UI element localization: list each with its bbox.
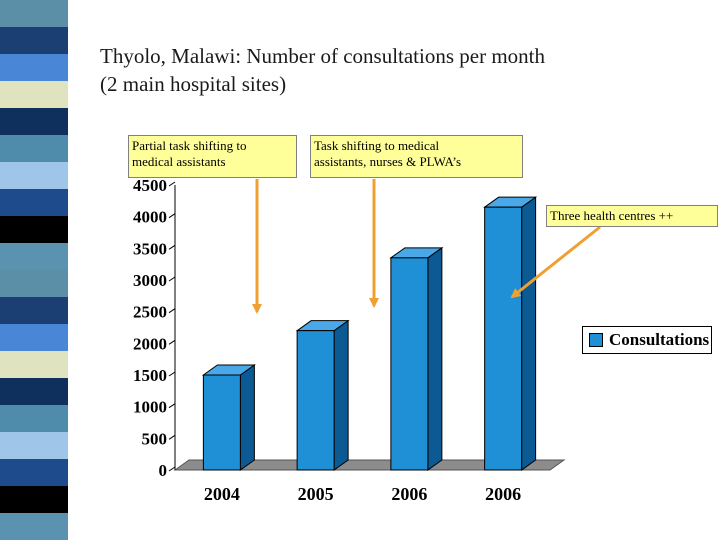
y-tick-label: 3500: [133, 239, 167, 258]
bar-front: [484, 206, 523, 471]
bar-2005: [295, 319, 350, 471]
bar-2006: [483, 196, 538, 471]
bar-front: [202, 374, 241, 471]
bar-side: [333, 319, 349, 471]
y-tick: [168, 213, 176, 219]
stripe-block: [0, 270, 68, 298]
chart-legend: Consultations: [582, 326, 712, 354]
y-tick-label: 1500: [133, 366, 167, 385]
stripe-block: [0, 405, 68, 433]
stripe-block: [0, 81, 68, 109]
y-tick-label: 2500: [133, 303, 167, 322]
y-tick: [168, 403, 176, 409]
x-tick-label: 2004: [204, 484, 240, 504]
y-tick-label: 500: [142, 429, 168, 448]
bar-side: [239, 364, 255, 471]
callout-partial-line-2: medical assistants: [132, 154, 226, 169]
stripe-block: [0, 513, 68, 540]
y-tick-label: 4500: [133, 176, 167, 195]
callout-partial-task-shifting: Partial task shifting to medical assista…: [128, 135, 297, 178]
y-tick: [168, 434, 176, 440]
y-tick: [168, 371, 176, 377]
legend-label: Consultations: [609, 330, 710, 349]
stripe-block: [0, 0, 68, 28]
x-tick-label: 2006: [485, 484, 521, 504]
callout-centres-text: Three health centres ++: [550, 208, 674, 223]
callout-partial-line-1: Partial task shifting to: [132, 138, 247, 153]
stripe-block: [0, 216, 68, 244]
stripe-block: [0, 162, 68, 190]
bar-2006: [389, 246, 444, 471]
stripe-block: [0, 351, 68, 379]
stripe-block: [0, 54, 68, 82]
y-tick-label: 4000: [133, 208, 167, 227]
legend-swatch: [589, 333, 603, 347]
y-tick: [168, 244, 176, 250]
plot-side-wall: [175, 175, 189, 470]
stripe-block: [0, 432, 68, 460]
arrow-three-health-centres: [510, 225, 601, 299]
y-tick: [168, 276, 176, 282]
slide-title: Thyolo, Malawi: Number of consultations …: [100, 42, 700, 98]
callout-task-shifting: Task shifting to medical assistants, nur…: [310, 135, 523, 178]
bar-side: [427, 246, 443, 471]
stripe-block: [0, 459, 68, 487]
y-tick: [168, 308, 176, 314]
x-tick-label: 2006: [391, 484, 427, 504]
bar-front: [296, 330, 335, 471]
y-tick-label: 3000: [133, 271, 167, 290]
callout-full-line-1: Task shifting to medical: [314, 138, 440, 153]
y-tick-label: 1000: [133, 398, 167, 417]
stripe-block: [0, 378, 68, 406]
title-line-1: Thyolo, Malawi: Number of consultations …: [100, 44, 546, 68]
stripe-block: [0, 189, 68, 217]
stripe-block: [0, 486, 68, 514]
callout-full-line-2: assistants, nurses & PLWA’s: [314, 154, 462, 169]
stripe-block: [0, 135, 68, 163]
y-tick: [168, 466, 176, 472]
bar-front: [390, 257, 429, 471]
bar-2004: [201, 364, 256, 471]
x-tick-label: 2005: [298, 484, 334, 504]
y-tick-label: 2000: [133, 334, 167, 353]
callout-three-health-centres: Three health centres ++: [546, 205, 718, 227]
decorative-stripe: [0, 0, 68, 540]
y-tick-label: 0: [159, 461, 168, 480]
stripe-block: [0, 324, 68, 352]
stripe-block: [0, 27, 68, 55]
title-line-2: (2 main hospital sites): [100, 72, 287, 96]
stripe-block: [0, 243, 68, 271]
bar-side: [521, 196, 537, 471]
stripe-block: [0, 297, 68, 325]
y-tick: [168, 181, 176, 187]
stripe-block: [0, 108, 68, 136]
y-tick: [168, 339, 176, 345]
